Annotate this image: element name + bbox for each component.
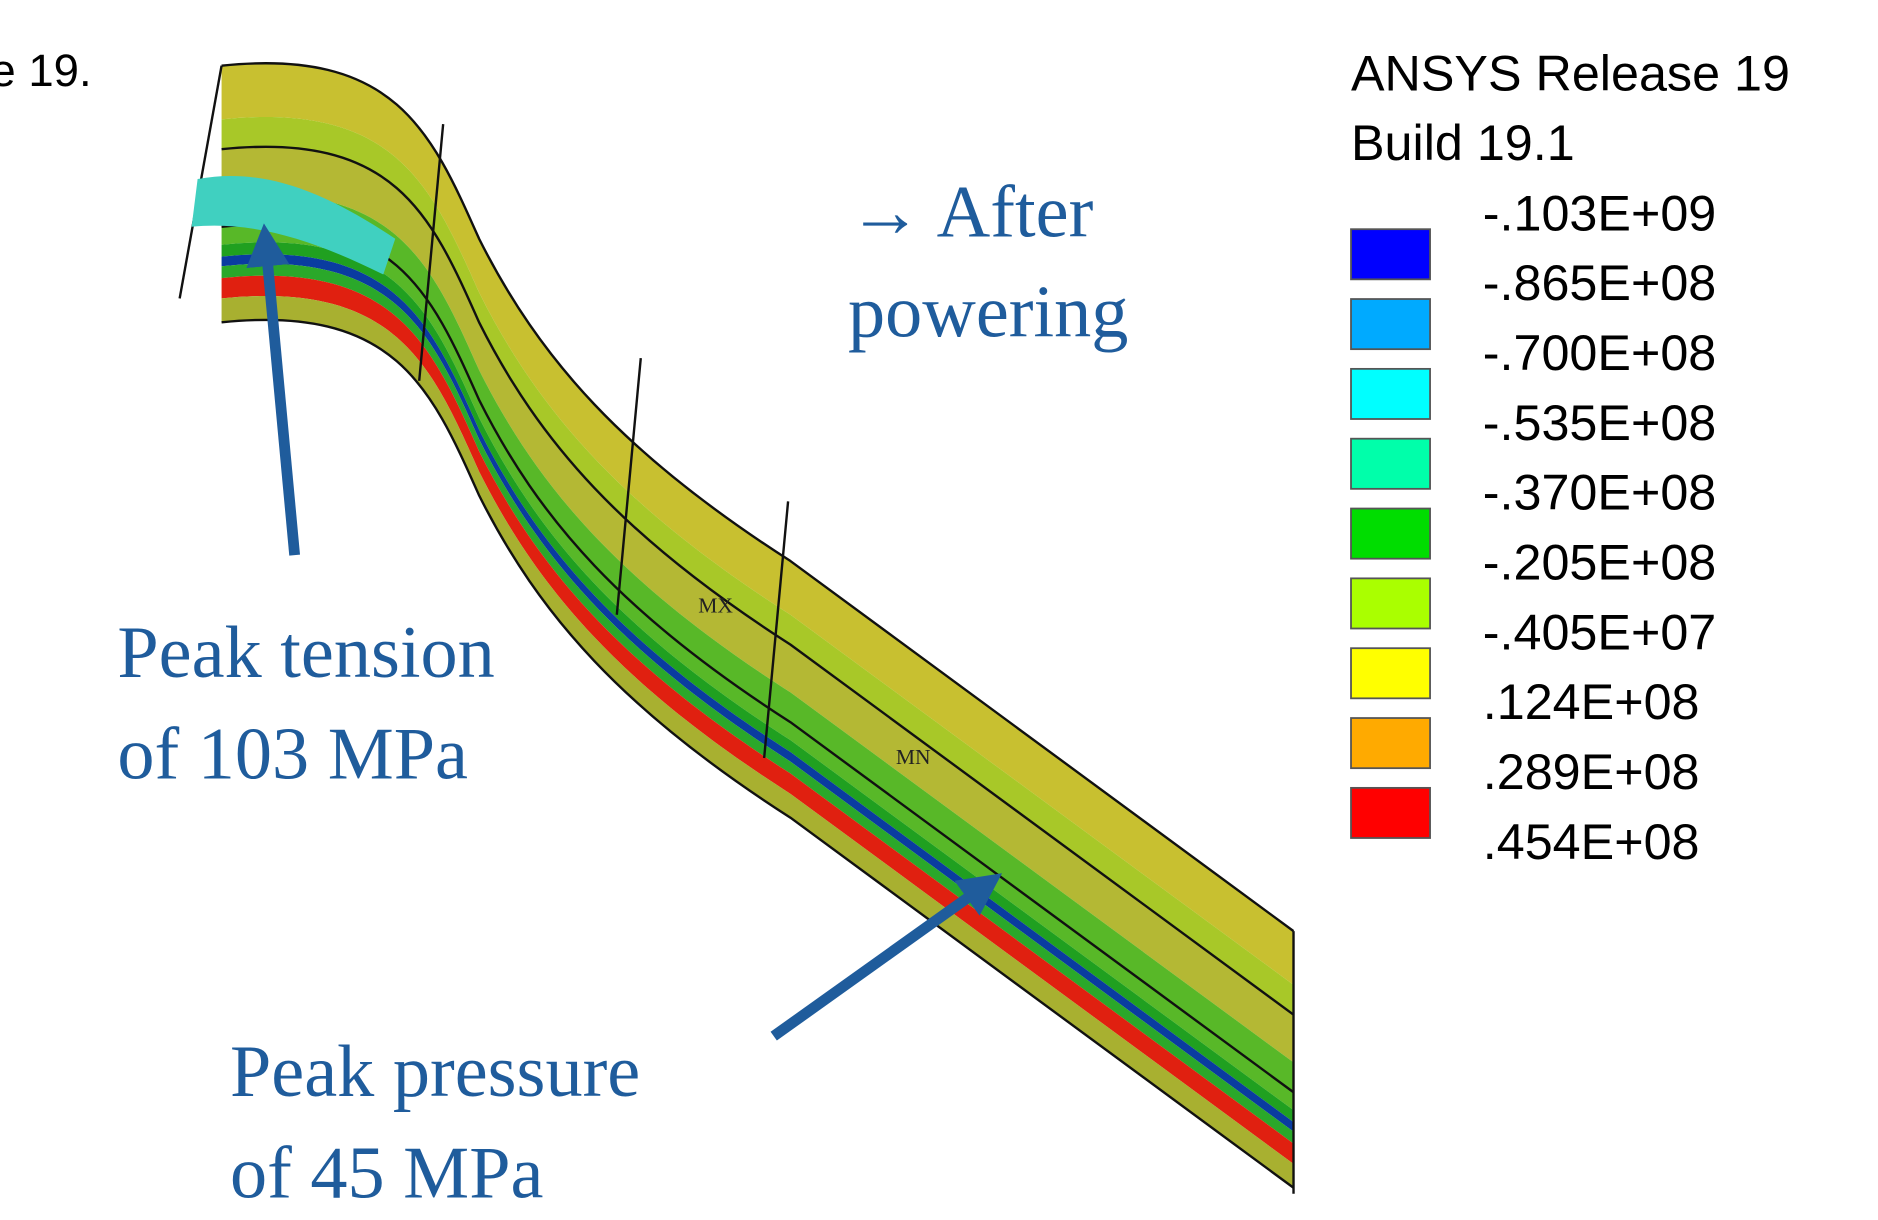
legend-swatch [1350,298,1431,351]
edge-line [221,145,1295,1016]
annotation: Peak tension [117,612,494,694]
section-line [762,501,790,759]
legend-label: -.535E+08 [1483,395,1717,451]
legend-swatch [1350,228,1431,281]
annotation: powering [848,272,1128,354]
edge-line [221,318,1295,1189]
legend-label: -.405E+07 [1483,604,1717,660]
stress-band [221,263,1294,1144]
stress-model [178,62,1295,1194]
min-marker: MN [896,745,931,769]
legend-swatch [1350,717,1431,770]
legend-label: -.865E+08 [1483,255,1717,311]
legend-swatch [1350,367,1431,420]
legend-label: .124E+08 [1483,674,1700,730]
legend-swatch [1350,507,1431,560]
edge-line [221,62,1295,933]
legend-label: -.103E+09 [1483,185,1717,241]
legend: -.103E+09 -.865E+08 -.700E+08 -.535E+08 -.37… [1350,185,1717,870]
stress-band [221,254,1294,1132]
legend-swatch [1350,786,1431,839]
annotation: Peak pressure [230,1031,640,1113]
legend-subtitle: Build 19.1 [1351,115,1575,171]
legend-swatch [1350,647,1431,700]
stress-band [221,275,1294,1164]
arrow [246,223,301,556]
stress-band [221,242,1294,1123]
section-line [418,124,445,381]
legend-swatch [1350,437,1431,490]
legend-label: .289E+08 [1483,744,1700,800]
section-line [615,358,642,615]
legend-label: -.700E+08 [1483,325,1717,381]
legend-label: -.205E+08 [1483,535,1717,591]
stress-band [221,63,1294,985]
legend-swatch [1350,577,1431,630]
stress-band [221,296,1294,1188]
max-marker: MX [698,593,733,617]
legend-label: -.370E+08 [1483,465,1717,521]
cropped-title: e 19. [0,45,92,96]
annotation: → After [848,171,1094,253]
annotation: of 103 MPa [117,713,468,795]
legend-title: ANSYS Release 19 [1351,46,1790,102]
stress-band [221,146,1294,1063]
legend-label: .454E+08 [1483,814,1700,870]
cyl-highlight [191,176,396,275]
annotation: of 45 MPa [230,1132,543,1214]
stress-band [221,194,1294,1111]
arrow [770,873,1003,1041]
